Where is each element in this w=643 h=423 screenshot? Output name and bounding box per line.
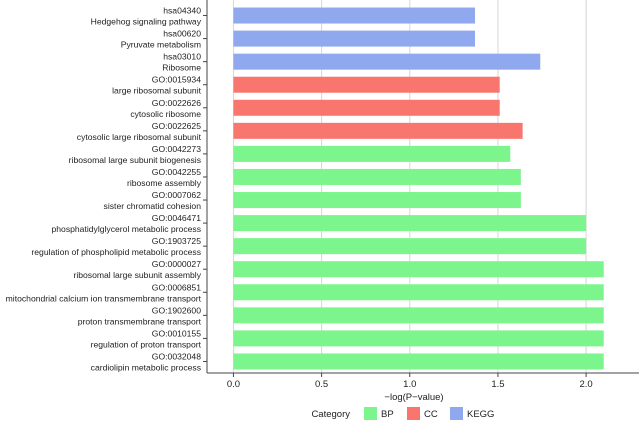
bar-go1902600 [233, 307, 604, 324]
bar-term-id: GO:0015934 [152, 75, 201, 85]
x-axis-ticks: 0.0 0.5 1.0 1.5 2.0 [227, 373, 593, 390]
bar-term-description: Hedgehog signaling pathway [91, 17, 202, 27]
bar-term-description: large ribosomal subunit [112, 86, 201, 96]
bars-group [233, 7, 604, 370]
bar-term-id: GO:1902600 [152, 305, 201, 315]
bar-hsa03010 [233, 53, 541, 70]
bar-go0010155 [233, 330, 604, 347]
bar-term-description: regulation of proton transport [91, 339, 202, 349]
x-tick-label: 0.0 [227, 379, 240, 390]
bar-term-description: Ribosome [162, 63, 201, 73]
bar-term-description: cardiolipin metabolic process [91, 362, 201, 372]
bar-term-id: GO:0022626 [152, 98, 201, 108]
bar-term-description: regulation of phospholipid metabolic pro… [31, 247, 201, 257]
legend-swatch-kegg [450, 407, 463, 420]
legend-title: Category [311, 409, 350, 420]
legend-swatch-cc [407, 407, 420, 420]
bar-go0022626 [233, 99, 500, 116]
bar-term-description: proton transmembrane transport [78, 316, 202, 326]
legend-label-cc: CC [424, 409, 438, 420]
x-tick-label: 0.5 [315, 379, 328, 390]
bar-go0015934 [233, 76, 500, 93]
bar-go0022625 [233, 122, 523, 139]
bar-term-id: GO:0032048 [152, 351, 201, 361]
legend: Category BP CC KEGG [311, 407, 494, 420]
x-tick-label: 1.5 [491, 379, 504, 390]
bar-go1903725 [233, 238, 587, 255]
bar-term-description: mitochondrial calcium ion transmembrane … [6, 293, 202, 303]
bar-term-id: hsa04340 [163, 6, 201, 16]
bar-term-id: hsa03010 [163, 52, 201, 62]
x-tick-label: 1.0 [403, 379, 416, 390]
bar-go0042255 [233, 168, 521, 185]
bar-term-id: GO:0046471 [152, 213, 201, 223]
bar-term-id: GO:0006851 [152, 282, 201, 292]
bar-term-description: cytosolic large ribosomal subunit [77, 132, 202, 142]
legend-label-kegg: KEGG [467, 409, 494, 420]
bar-go0042273 [233, 145, 511, 162]
bar-term-id: GO:0007062 [152, 190, 201, 200]
x-axis-label: −log(P−value) [384, 392, 443, 403]
bar-term-description: sister chromatid cohesion [104, 201, 202, 211]
bar-term-description: ribosomal large subunit biogenesis [69, 155, 201, 165]
bar-go0007062 [233, 192, 521, 209]
bar-term-description: ribosomal large subunit assembly [73, 270, 201, 280]
bar-term-id: GO:0042255 [152, 167, 201, 177]
bar-hsa00620 [233, 30, 476, 47]
bar-go0046471 [233, 215, 587, 232]
bar-term-description: phosphatidylglycerol metabolic process [51, 224, 201, 234]
bar-go0000027 [233, 261, 604, 278]
bar-term-id: hsa00620 [163, 29, 201, 39]
x-tick-label: 2.0 [579, 379, 592, 390]
bar-hsa04340 [233, 7, 476, 24]
bar-term-description: ribosome assembly [127, 178, 202, 188]
bar-term-description: Pyruvate metabolism [121, 40, 201, 50]
legend-swatch-bp [364, 407, 377, 420]
bar-term-id: GO:0000027 [152, 259, 201, 269]
bar-go0006851 [233, 284, 604, 301]
bar-go0032048 [233, 353, 604, 370]
bar-term-id: GO:1903725 [152, 236, 201, 246]
bar-term-id: GO:0042273 [152, 144, 201, 154]
legend-label-bp: BP [381, 409, 394, 420]
bar-term-id: GO:0022625 [152, 121, 201, 131]
bar-term-description: cytosolic ribosome [130, 109, 201, 119]
bar-term-id: GO:0010155 [152, 328, 201, 338]
